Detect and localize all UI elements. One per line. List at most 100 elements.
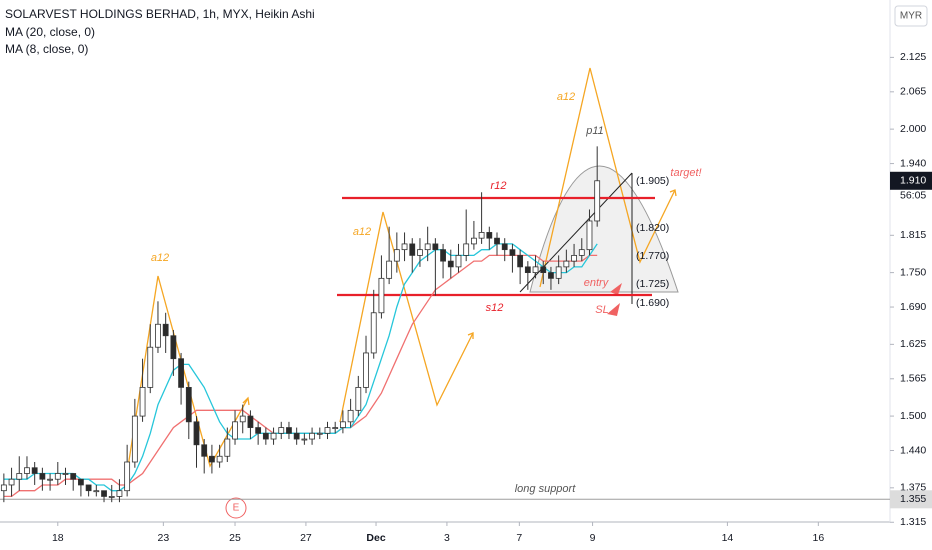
candle-body [440,249,446,262]
candle-body [501,243,508,251]
candle-body [424,243,431,251]
level-label: s12 [486,302,504,314]
currency[interactable]: MYR [900,11,922,22]
candle-body [455,254,462,268]
y-tick-label: 2.065 [900,86,926,98]
candle-body [316,432,323,435]
currency-box[interactable] [894,5,928,27]
candle-body [170,335,177,360]
event-circle [225,497,247,519]
level-label: long support [515,483,576,495]
x-tick-label: 3 [444,532,450,544]
candle-body [78,478,84,486]
candle-body [470,237,477,245]
candle-body [255,427,262,434]
sl-arrow [607,303,620,316]
candle-body [378,277,385,314]
candle-body [124,461,131,492]
candle-body [178,358,184,388]
chart-title: SOLARVEST HOLDINGS BERHAD, 1h, MYX, Heik… [5,7,315,21]
entry-arrow [610,283,622,295]
candle-body [108,496,115,498]
candle-body [332,427,339,429]
x-tick-label: 7 [516,532,522,544]
support-label: 1.355 [900,493,926,505]
y-tick-label: 1.500 [900,410,926,422]
candle-body [301,438,308,441]
candle-body [586,220,593,251]
zigzag [124,275,249,487]
support-badge [890,490,932,509]
candle-body [201,444,208,457]
y-tick-label: 1.940 [900,157,926,169]
annotation: (1.690) [636,297,669,309]
candle-body [293,432,300,440]
x-tick-label: 27 [300,532,312,544]
candle-body [0,484,7,492]
y-tick-label: 1.565 [900,373,926,385]
x-tick-label: 18 [52,532,64,544]
last-price-label: 1.910 [900,175,926,187]
candle-body [409,243,416,256]
candle-body [286,427,292,434]
annotation: a12 [557,91,575,103]
annotation: SL [595,304,608,316]
annotation: (1.905) [636,175,669,187]
candle-body [131,415,138,463]
candle-body [262,432,269,440]
y-tick-label: 1.315 [900,516,926,528]
annotation: a12 [353,226,371,238]
x-tick-label: Dec [366,532,385,544]
candle-body [24,467,30,474]
candle-body [363,352,369,388]
candle-body [517,254,524,268]
candle-body [401,243,408,251]
zigzag [539,67,676,288]
annotation: a12 [151,252,169,264]
candle-body [101,490,107,497]
candle-body [62,473,69,475]
candle-body [486,232,493,239]
candle-body [324,427,331,434]
candle-body [39,473,46,480]
y-tick-label: 2.000 [900,123,926,135]
candle-body [571,254,577,262]
candle-body [447,260,454,268]
candle-body [463,243,470,256]
candle-body [147,346,154,388]
candle-body [47,478,53,481]
candle-body [232,421,238,440]
zigzag [339,211,474,423]
annotation: E [233,503,240,514]
x-tick-label: 23 [158,532,170,544]
candle-body [555,266,562,279]
candle-body [540,266,547,274]
candle-body [355,386,362,411]
y-tick-label: 1.440 [900,444,926,456]
candle-body [162,323,169,337]
annotation: (1.725) [636,278,669,290]
annotation: (1.770) [636,250,669,262]
annotation: (1.820) [636,222,669,234]
candle-body [370,312,377,354]
y-tick-label: 1.815 [900,229,926,241]
x-tick-label: 16 [812,532,824,544]
legend-entry: MA (20, close, 0) [5,25,95,39]
candle-body [93,490,100,493]
candle-body [386,260,393,279]
candle-body [532,266,539,274]
candle-body [563,260,570,268]
arrow-head [242,189,677,406]
candle-body [247,415,254,428]
candle-body [54,473,61,480]
x-tick-label: 14 [722,532,734,544]
plot [0,146,890,503]
candle-body [278,427,285,434]
annotation: target! [670,167,701,179]
candle-body [224,438,231,457]
y-tick-label: 1.625 [900,338,926,350]
candle-body [185,386,192,423]
candle-body [70,473,77,480]
